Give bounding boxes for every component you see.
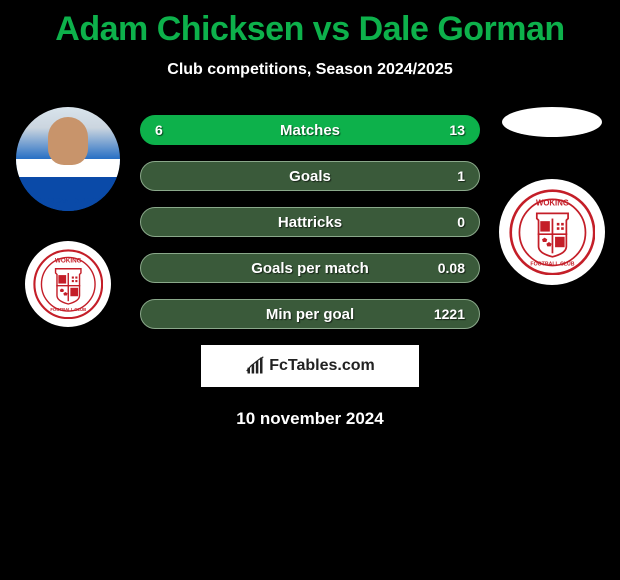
page-subtitle: Club competitions, Season 2024/2025	[0, 61, 620, 79]
stat-right-value: 13	[449, 122, 465, 138]
player-right-club-badge: WOKING FOOTBALL CLUB	[499, 179, 605, 285]
stat-right-value: 0.08	[438, 260, 465, 276]
left-column: AMERICAN EXPRESS WOKING FOOTBALL CLUB	[8, 107, 128, 327]
badge-top-text: WOKING	[55, 257, 82, 264]
page-title: Adam Chicksen vs Dale Gorman	[0, 0, 620, 49]
badge-bottom-text: FOOTBALL CLUB	[50, 307, 86, 312]
stat-label: Matches	[280, 122, 340, 139]
brand-watermark: FcTables.com	[201, 345, 419, 387]
stat-right-value: 1	[457, 168, 465, 184]
stat-right-value: 1221	[434, 306, 465, 322]
player-left-head	[48, 117, 88, 165]
stat-bar-matches: 6 Matches 13	[140, 115, 480, 145]
player-right-avatar-placeholder	[502, 107, 602, 137]
stat-right-value: 0	[457, 214, 465, 230]
stat-left-value: 6	[155, 122, 163, 138]
stat-bar-goals: Goals 1	[140, 161, 480, 191]
comparison-content: AMERICAN EXPRESS WOKING FOOTBALL CLUB	[0, 107, 620, 429]
stat-bar-min-per-goal: Min per goal 1221	[140, 299, 480, 329]
shield-icon: WOKING FOOTBALL CLUB	[33, 249, 104, 320]
badge-top-text: WOKING	[536, 198, 569, 207]
stat-label: Min per goal	[266, 306, 354, 323]
player-left-club-badge: WOKING FOOTBALL CLUB	[25, 241, 111, 327]
player-left-avatar: AMERICAN EXPRESS	[16, 107, 120, 211]
shield-icon: WOKING FOOTBALL CLUB	[509, 189, 596, 276]
stats-bars: 6 Matches 13 Goals 1 Hattricks 0 Goals p…	[140, 107, 480, 329]
right-column: WOKING FOOTBALL CLUB	[492, 107, 612, 285]
stat-bar-goals-per-match: Goals per match 0.08	[140, 253, 480, 283]
stat-label: Hattricks	[278, 214, 342, 231]
date-text: 10 november 2024	[0, 409, 620, 429]
bar-chart-icon	[245, 356, 265, 376]
player-left-sponsor: AMERICAN EXPRESS	[16, 198, 120, 205]
badge-bottom-text: FOOTBALL CLUB	[530, 261, 574, 267]
brand-text: FcTables.com	[269, 357, 375, 375]
stat-label: Goals	[289, 168, 331, 185]
stat-bar-hattricks: Hattricks 0	[140, 207, 480, 237]
stat-label: Goals per match	[251, 260, 369, 277]
